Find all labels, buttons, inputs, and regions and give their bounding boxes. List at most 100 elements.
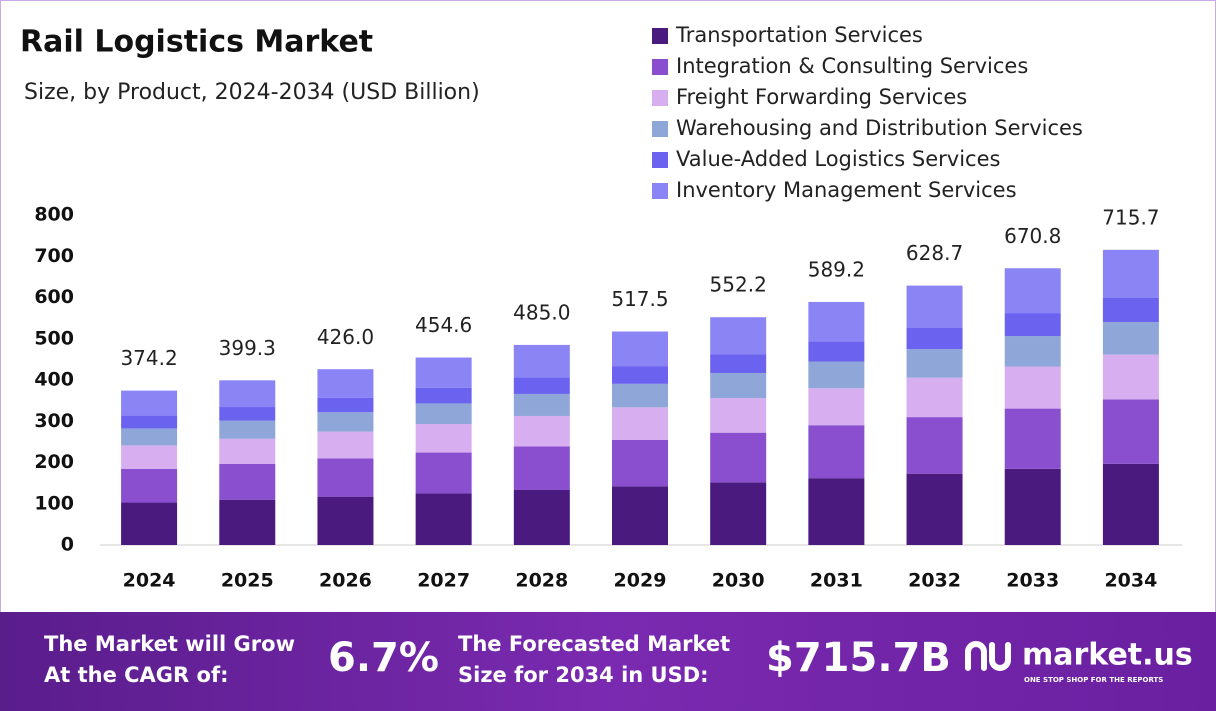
size-text: The Forecasted Market (458, 632, 730, 656)
bar-segment (1004, 313, 1061, 337)
size-text: Size for 2034 in USD: (458, 663, 709, 687)
bar-segment (612, 407, 668, 440)
bar-segment (612, 486, 668, 545)
bar-segment (121, 502, 178, 545)
bar-segment (121, 468, 178, 503)
bar-segment (612, 439, 668, 487)
bar-segment (612, 366, 668, 384)
x-tick-label: 2031 (810, 570, 863, 592)
legend-label: Freight Forwarding Services (676, 85, 967, 109)
cagr-text: The Market will Grow (44, 632, 295, 656)
bar-segment (219, 407, 276, 421)
bar-segment (710, 482, 767, 545)
bar-segment (1102, 322, 1159, 355)
bar-segment (415, 403, 472, 425)
bar-segment (808, 361, 865, 389)
legend-swatch (652, 121, 668, 137)
bar-segment (513, 344, 570, 378)
bar-segment (121, 428, 178, 446)
bar-segment (906, 349, 963, 378)
bar-segment (317, 458, 374, 497)
legend-swatch (652, 28, 668, 44)
legend-label: Integration & Consulting Services (676, 54, 1028, 78)
legend-swatch (652, 90, 668, 106)
bar-segment (415, 424, 472, 453)
bar-segment (219, 380, 276, 408)
bar-segment (906, 285, 963, 328)
bar-segment (1004, 336, 1061, 367)
y-tick-label: 0 (61, 534, 74, 556)
bar-segment (317, 397, 374, 413)
bar-segment (1004, 468, 1061, 545)
bar-segment (808, 478, 865, 545)
legend-label: Transportation Services (675, 23, 923, 47)
brand: market.us (1022, 638, 1193, 673)
legend-label: Inventory Management Services (676, 178, 1017, 202)
bar-segment (612, 331, 668, 367)
bar-segment (906, 327, 963, 350)
bar-segment (513, 446, 570, 490)
x-tick-label: 2030 (712, 570, 765, 592)
bar-segment (808, 301, 865, 342)
bar-segment (415, 387, 472, 404)
bar-segment (1004, 366, 1061, 409)
bar-segment (415, 357, 472, 388)
bar-segment (121, 445, 178, 469)
bar-segment (808, 341, 865, 362)
total-label: 426.0 (317, 325, 374, 349)
legend-swatch (652, 152, 668, 168)
x-tick-label: 2033 (1006, 570, 1059, 592)
total-label: 715.7 (1102, 205, 1159, 229)
bar-segment (1102, 354, 1159, 400)
x-tick-label: 2034 (1104, 570, 1157, 592)
size-value: $715.7B (766, 635, 951, 681)
chart-subtitle: Size, by Product, 2024-2034 (USD Billion… (24, 80, 480, 105)
total-label: 517.5 (611, 287, 668, 311)
x-tick-label: 2024 (123, 570, 176, 592)
bar-segment (710, 354, 767, 374)
x-tick-label: 2027 (417, 570, 470, 592)
bar-segment (710, 373, 767, 399)
total-label: 589.2 (808, 257, 865, 281)
bar-segment (317, 369, 374, 398)
total-label: 374.2 (120, 346, 177, 370)
y-tick-label: 200 (34, 451, 74, 473)
bar-segment (513, 377, 570, 394)
total-label: 454.6 (415, 313, 472, 337)
bar-segment (1102, 463, 1159, 545)
bar-segment (317, 496, 374, 545)
bar-segment (906, 473, 963, 545)
bar-segment (317, 412, 374, 432)
bar-segment (415, 493, 472, 545)
bar-segment (1102, 399, 1159, 464)
y-tick-label: 700 (34, 245, 74, 267)
footer-banner (0, 612, 1216, 711)
tagline: ONE STOP SHOP FOR THE REPORTS (1024, 676, 1163, 684)
total-label: 399.3 (219, 336, 276, 360)
bar-segment (121, 390, 178, 416)
cagr-value: 6.7% (328, 635, 439, 681)
bar-segment (906, 417, 963, 474)
chart-title: Rail Logistics Market (20, 25, 373, 60)
y-tick-label: 300 (34, 410, 74, 432)
x-tick-label: 2029 (614, 570, 667, 592)
total-label: 628.7 (906, 241, 963, 265)
x-tick-label: 2032 (908, 570, 961, 592)
x-tick-label: 2026 (319, 570, 372, 592)
bar-segment (612, 383, 668, 408)
y-tick-label: 100 (34, 492, 74, 514)
bar-segment (121, 415, 178, 429)
y-tick-label: 800 (34, 204, 74, 226)
brand-logo (965, 641, 1011, 671)
bar-segment (1004, 268, 1061, 314)
bar-segment (710, 432, 767, 483)
total-label: 552.2 (710, 273, 767, 297)
cagr-text: At the CAGR of: (44, 663, 229, 687)
total-label: 485.0 (513, 300, 570, 324)
x-tick-label: 2028 (515, 570, 568, 592)
bar-segment (513, 489, 570, 545)
legend-label: Value-Added Logistics Services (676, 147, 1000, 171)
bar-segment (317, 431, 374, 459)
bar-segment (513, 415, 570, 447)
